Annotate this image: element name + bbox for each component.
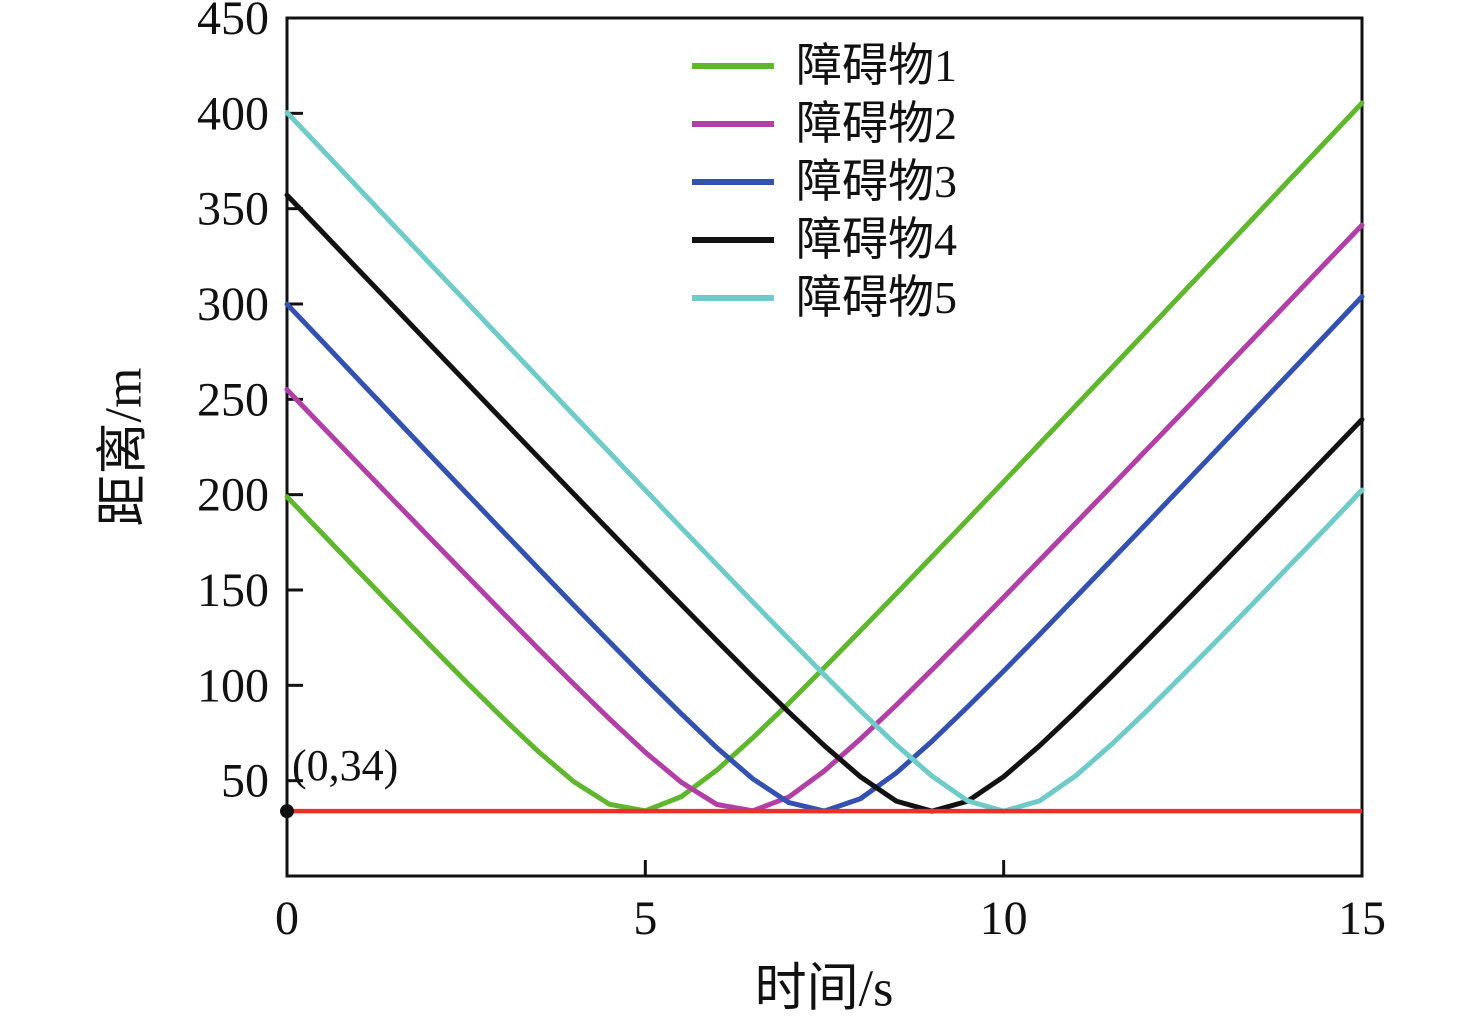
series-line-1 bbox=[284, 100, 1365, 814]
legend-label-5: 障碍物5 bbox=[796, 272, 957, 323]
series-line-2 bbox=[284, 222, 1365, 814]
y-axis-label: 距离/m bbox=[95, 367, 153, 527]
legend-swatch-1 bbox=[692, 63, 774, 69]
x-axis-label: 时间/s bbox=[754, 960, 894, 1018]
marker-point bbox=[280, 804, 294, 819]
y-tick-label: 250 bbox=[197, 373, 269, 426]
legend-swatch-5 bbox=[692, 295, 774, 301]
x-tick-label: 5 bbox=[633, 892, 657, 945]
legend-label-3: 障碍物3 bbox=[796, 156, 957, 207]
legend-swatch-4 bbox=[692, 237, 774, 243]
y-tick-label: 200 bbox=[197, 469, 269, 522]
legend-item-3: 障碍物3 bbox=[692, 156, 957, 207]
legend-label-4: 障碍物4 bbox=[796, 214, 957, 265]
y-tick-label: 100 bbox=[197, 659, 269, 712]
plot-frame bbox=[285, 16, 1364, 878]
legend-item-1: 障碍物1 bbox=[692, 40, 957, 91]
legend-item-5: 障碍物5 bbox=[692, 272, 957, 323]
y-tick-label: 150 bbox=[197, 564, 269, 617]
series-line-4 bbox=[284, 192, 1365, 814]
series-line-5 bbox=[284, 110, 1365, 814]
y-tick-label: 400 bbox=[197, 87, 269, 140]
y-tick-label: 450 bbox=[197, 0, 269, 45]
x-tick-label: 0 bbox=[275, 892, 299, 945]
x-tick-label: 10 bbox=[980, 892, 1028, 945]
legend-swatch-3 bbox=[692, 179, 774, 185]
x-tick-label: 15 bbox=[1338, 892, 1386, 945]
legend-label-2: 障碍物2 bbox=[796, 98, 957, 149]
legend-swatch-2 bbox=[692, 121, 774, 127]
y-tick-label: 350 bbox=[197, 183, 269, 236]
legend: 障碍物1 障碍物2 障碍物3 障碍物4 障碍物5 bbox=[692, 40, 957, 323]
legend-item-2: 障碍物2 bbox=[692, 98, 957, 149]
legend-label-1: 障碍物1 bbox=[796, 40, 957, 91]
y-tick-label: 50 bbox=[221, 755, 269, 808]
threshold-annotation: (0,34) bbox=[292, 741, 399, 790]
legend-item-4: 障碍物4 bbox=[692, 214, 957, 265]
y-tick-label: 300 bbox=[197, 278, 269, 331]
